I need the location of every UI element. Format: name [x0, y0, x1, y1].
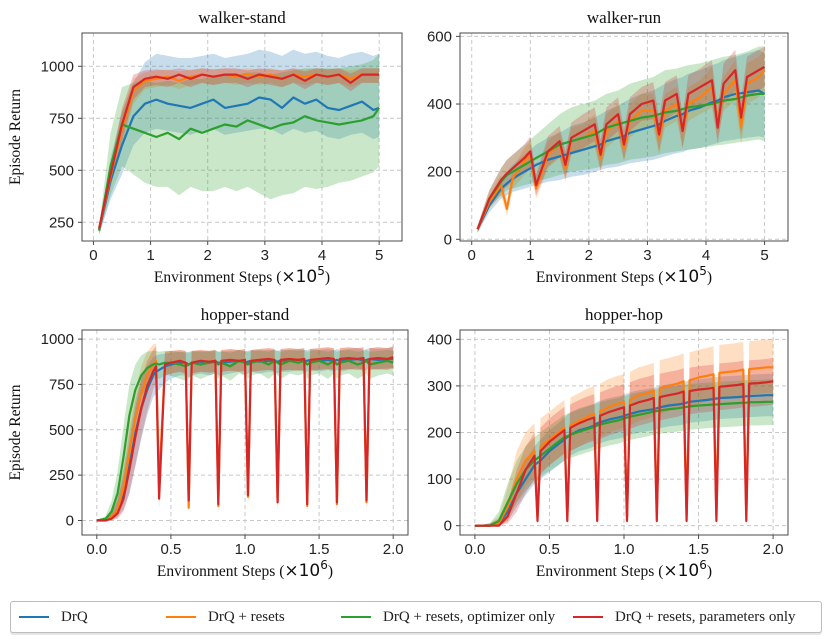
series-layer: [96, 343, 394, 522]
series-line-3: [476, 92, 765, 230]
legend-swatch-parameters-only: [573, 616, 603, 618]
x-tick-label: 0: [89, 247, 97, 264]
x-axis-label: Environment Steps (×105): [536, 264, 712, 287]
chart-title: hopper-stand: [201, 305, 290, 324]
chart-panel-3: 0.0 0.5 1.0 1.5 2.0 0 250 500 750 1000 hopper-stan…: [7, 305, 409, 581]
y-tick-label: 750: [49, 110, 74, 127]
y-tick-label: 1000: [41, 331, 74, 348]
x-tick-label: 2.0: [383, 541, 404, 558]
series-line-4: [476, 65, 766, 230]
series-layer: [98, 49, 381, 235]
axes-frame: [81, 32, 403, 242]
x-tick-label: 1.5: [688, 541, 709, 558]
y-axis-label: Episode Return: [7, 89, 24, 185]
chart-panel-4: 0.0 0.5 1.0 1.5 2.0 0 100 200 300 400 hopper-hop En…: [427, 305, 789, 581]
y-tick-label: 500: [49, 422, 74, 439]
series-line-4: [474, 380, 774, 527]
legend-label-optimizer-only: DrQ + resets, optimizer only: [383, 608, 556, 625]
x-tick-label: 3: [261, 247, 269, 264]
legend-item-drq: DrQ: [19, 607, 88, 627]
legend-swatch-drq-resets: [166, 616, 196, 618]
legend-swatch-drq: [19, 616, 49, 618]
confidence-band-1: [99, 49, 380, 235]
series-line-4: [96, 356, 394, 522]
confidence-band-2: [99, 68, 380, 234]
confidence-band-4: [99, 68, 380, 233]
confidence-band-2: [474, 339, 774, 526]
y-tick-label: 300: [427, 378, 452, 395]
chart-title: walker-stand: [198, 8, 286, 27]
x-tick-label: 2.0: [763, 541, 784, 558]
series-line-1: [476, 89, 766, 230]
series-layer: [476, 46, 766, 233]
y-tick-label: 250: [49, 214, 74, 231]
legend-item-drq-resets: DrQ + resets: [166, 607, 285, 627]
y-tick-label: 750: [49, 376, 74, 393]
x-tick-label: 1.0: [614, 541, 635, 558]
legend-item-parameters-only: DrQ + resets, parameters only: [573, 607, 795, 627]
chart-title: hopper-hop: [585, 305, 663, 324]
x-tick-label: 4: [318, 247, 326, 264]
legend: DrQ DrQ + resets DrQ + resets, optimizer…: [10, 601, 822, 633]
axes-frame: [459, 32, 789, 242]
x-tick-label: 2: [585, 247, 593, 264]
confidence-band-3: [99, 53, 380, 235]
y-tick-label: 400: [427, 96, 452, 113]
legend-swatch-optimizer-only: [341, 616, 371, 618]
legend-item-optimizer-only: DrQ + resets, optimizer only: [341, 607, 555, 627]
x-tick-label: 0.5: [160, 541, 181, 558]
y-tick-label: 0: [66, 512, 74, 529]
y-tick-label: 200: [427, 425, 452, 442]
chart-panel-1: 0 1 2 3 4 5 250 500 750 1000 walker-stand Environme…: [7, 8, 403, 287]
y-axis-label: Episode Return: [7, 384, 24, 480]
y-tick-label: 500: [49, 162, 74, 179]
x-tick-label: 4: [702, 247, 710, 264]
y-tick-label: 100: [427, 471, 452, 488]
series-layer: [474, 339, 774, 527]
series-line-4: [98, 73, 380, 229]
x-tick-label: 2: [204, 247, 212, 264]
x-axis-label: Environment Steps (×106): [536, 558, 712, 581]
chart-panel-2: 0 1 2 3 4 5 0 200 400 600 walker-run Environment St…: [427, 8, 789, 287]
x-tick-label: 0.5: [539, 541, 560, 558]
x-tick-label: 5: [375, 247, 383, 264]
confidence-band-3: [474, 379, 774, 526]
x-tick-label: 3: [643, 247, 651, 264]
x-tick-label: 0.0: [464, 541, 485, 558]
x-axis-label: Environment Steps (×106): [157, 558, 333, 581]
chart-title: walker-run: [587, 8, 662, 27]
x-axis-label: Environment Steps (×105): [154, 264, 330, 287]
y-tick-label: 0: [444, 231, 452, 248]
x-tick-label: 1.0: [235, 541, 256, 558]
y-tick-label: 600: [427, 28, 452, 45]
y-tick-label: 400: [427, 331, 452, 348]
legend-label-parameters-only: DrQ + resets, parameters only: [615, 608, 796, 625]
x-tick-label: 0.0: [86, 541, 107, 558]
y-tick-label: 0: [444, 518, 452, 535]
x-tick-label: 1.5: [309, 541, 330, 558]
x-tick-label: 1: [146, 247, 154, 264]
confidence-band-1: [477, 49, 765, 233]
confidence-band-2: [477, 49, 765, 233]
x-tick-label: 5: [760, 247, 768, 264]
confidence-band-1: [474, 373, 774, 526]
legend-label-drq: DrQ: [61, 608, 88, 625]
x-tick-label: 1: [526, 247, 534, 264]
x-tick-label: 0: [468, 247, 476, 264]
series-line-1: [98, 96, 380, 231]
y-tick-label: 1000: [41, 58, 74, 75]
series-line-3: [98, 107, 381, 231]
y-tick-label: 250: [49, 467, 74, 484]
legend-label-drq-resets: DrQ + resets: [208, 608, 285, 625]
y-tick-label: 200: [427, 164, 452, 181]
